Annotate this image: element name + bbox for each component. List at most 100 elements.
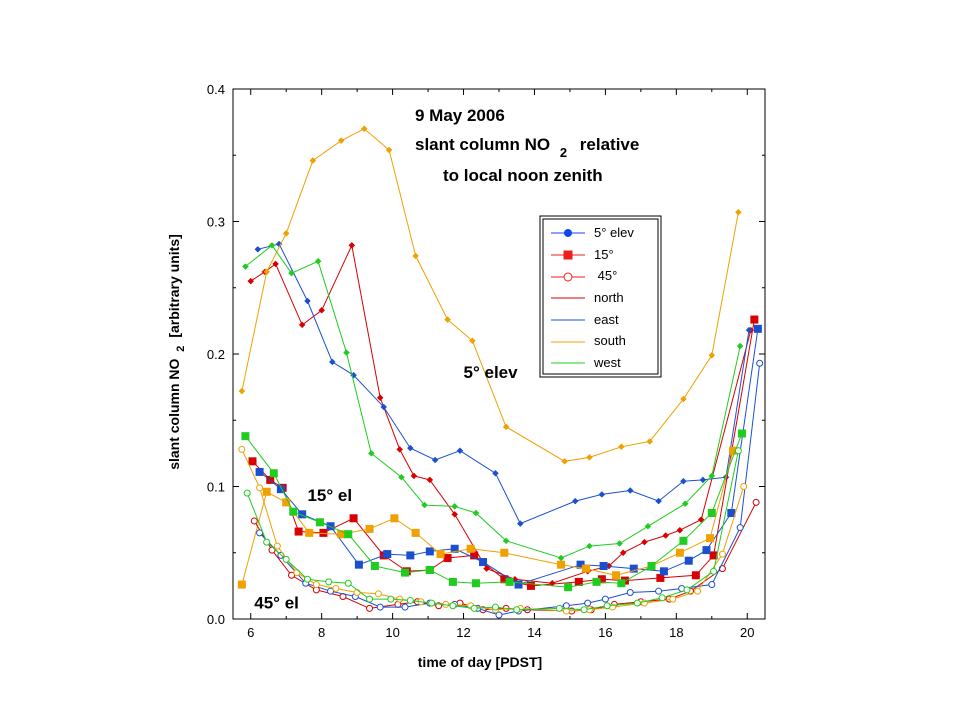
series-south-5-point <box>238 387 246 395</box>
series-west-45-point <box>683 586 691 594</box>
x-axis-label: time of day [PDST] <box>418 654 542 670</box>
chart-title-relative: relative <box>580 135 640 154</box>
series-south-45-point <box>312 581 320 589</box>
series-west-45-point <box>470 604 478 612</box>
legend-label-north: north <box>594 290 624 305</box>
series-north-15-point <box>470 551 479 560</box>
series-south-45-point <box>238 445 246 453</box>
series-south-5 <box>238 125 742 465</box>
series-west-5-point <box>736 342 744 350</box>
series-east-15-point <box>354 560 363 569</box>
x-tick-label: 6 <box>247 625 254 640</box>
series-west-5-point <box>451 503 459 510</box>
annotation-15-el: 15° el <box>307 486 352 505</box>
series-west-5-line <box>245 244 741 559</box>
series-west-45-point <box>734 447 742 455</box>
series-north-45-point <box>250 517 258 525</box>
series-north-5-line <box>250 243 752 584</box>
series-south-5-point <box>502 423 510 431</box>
series-east-15-point <box>514 580 523 589</box>
series-west-45-point <box>603 602 611 610</box>
series-south-15-point <box>390 514 399 523</box>
series-south-45-point <box>273 542 281 550</box>
chart-title-molecule: slant column NO <box>415 135 550 154</box>
series-east-45-point <box>401 603 409 611</box>
series-south-5-point <box>337 137 345 145</box>
series-north-15-point <box>709 551 718 560</box>
series-north-5-point <box>619 549 627 557</box>
series-west-15-point <box>344 530 353 539</box>
series-east-15-point <box>450 544 459 553</box>
series-south-5-point <box>412 252 420 260</box>
series-east-45-point <box>376 603 384 611</box>
y-tick-label: 0.4 <box>207 82 225 97</box>
annotation-45-el: 45° el <box>254 593 299 612</box>
series-east-15-point <box>479 558 488 567</box>
series-west-45-point <box>263 538 271 546</box>
series-north-45-point <box>288 571 296 579</box>
series-south-15-point <box>500 548 509 557</box>
series-west-15-point <box>592 577 601 586</box>
y-axis-label-subscript: 2 <box>175 346 187 352</box>
series-east-45-point <box>327 587 335 595</box>
x-tick-label: 8 <box>318 625 325 640</box>
series-north-15-point <box>597 575 606 584</box>
series-west-45-point <box>344 579 352 587</box>
series-south-5-point <box>263 268 271 276</box>
x-tick-label: 18 <box>669 625 683 640</box>
series-west-45-point <box>406 596 414 604</box>
series-south-15-point <box>581 564 590 573</box>
series-east-15-point <box>753 324 762 333</box>
legend-swatch-15--marker <box>563 250 573 260</box>
series-east-45-point <box>601 595 609 603</box>
series-east-45-point <box>584 599 592 607</box>
series-south-45-point <box>256 484 264 492</box>
series-north-15-point <box>526 581 535 590</box>
series-west-45-line <box>246 450 739 611</box>
series-west-15-point <box>647 562 656 570</box>
series-west-5-point <box>242 263 249 270</box>
series-north-5-point <box>396 446 404 453</box>
series-east-5-point <box>492 469 499 477</box>
series-east-5-point <box>254 245 262 253</box>
series-north-5-point <box>697 516 705 523</box>
series-west-15-line <box>245 433 743 588</box>
y-axis-label-molecule: slant column NO <box>166 358 182 469</box>
series-west-45-point <box>513 606 521 614</box>
series-south-5-point <box>360 125 368 133</box>
series-north-5-point <box>298 321 306 329</box>
series-west-45-point <box>491 603 499 611</box>
legend-label-45: 45° <box>594 268 617 283</box>
series-north-15-point <box>691 571 700 580</box>
series-east-15-point <box>406 551 415 560</box>
series-north-15 <box>248 315 759 590</box>
series-west-15-point <box>315 518 324 527</box>
series-north-5-point <box>641 538 648 546</box>
series-north-15-point <box>750 315 759 324</box>
series-north-15-point <box>500 575 509 584</box>
series-west-5-point <box>343 349 350 357</box>
series-south-15-point <box>436 550 445 559</box>
series-north-15-line <box>252 319 755 587</box>
series-north-15-point <box>294 527 303 536</box>
series-south-45-point <box>694 587 702 595</box>
series-south-15-point <box>262 487 271 496</box>
series-east-15-point <box>727 509 736 517</box>
chart-title-line-3: to local noon zenith <box>443 166 603 185</box>
series-north-5-point <box>662 532 670 539</box>
series-layer <box>237 125 764 619</box>
legend-outer-border <box>539 215 662 378</box>
series-east-15-point <box>425 547 434 556</box>
chart-title-line-2: slant column NO 2 relative <box>415 135 639 161</box>
series-south-5-point <box>735 208 742 216</box>
series-south-5-point <box>586 453 593 461</box>
series-east-45-point <box>626 589 634 596</box>
series-north-5-point <box>272 260 279 268</box>
series-east-45-point <box>708 581 716 589</box>
series-north-15-point <box>574 577 583 586</box>
series-north-5-point <box>451 510 459 518</box>
series-south-5-point <box>469 337 476 345</box>
series-east-45-point <box>655 587 663 595</box>
series-east-5-point <box>380 403 388 411</box>
